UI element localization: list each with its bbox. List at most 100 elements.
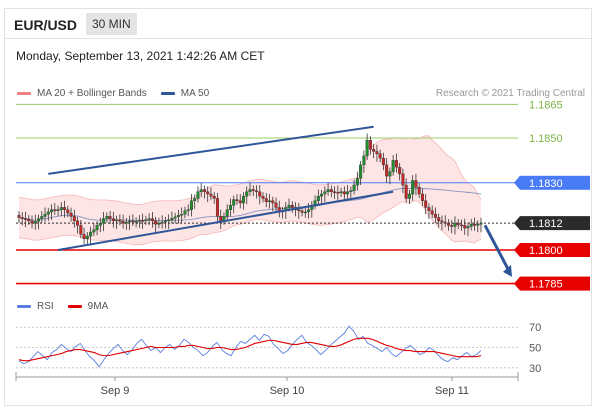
- legend-swatch-bollinger: [17, 92, 31, 95]
- candle-body: [251, 189, 255, 191]
- candle-body: [111, 218, 115, 222]
- currency-pair-title: EUR/USD: [14, 17, 78, 33]
- candle-body: [352, 184, 356, 191]
- level-label-tip-4: [514, 243, 520, 257]
- rsi-series-rsi: [18, 325, 482, 368]
- candle-body: [349, 190, 353, 192]
- level-label-box-4: [520, 243, 590, 257]
- candle-body: [150, 218, 154, 222]
- candle-body: [290, 204, 294, 208]
- candle-body: [245, 191, 249, 197]
- candle-body: [320, 193, 324, 197]
- candle-body: [446, 222, 450, 226]
- candle-body: [342, 191, 346, 195]
- level-label-4: 1.1800: [529, 245, 563, 257]
- legend-label-ma50: MA 50: [180, 88, 210, 99]
- candle-body: [232, 199, 236, 206]
- x-tick-label-0: Sep 9: [101, 385, 130, 397]
- candle-body: [69, 212, 73, 217]
- candle-body: [411, 180, 415, 195]
- candle-body: [375, 151, 379, 154]
- candle-body: [85, 235, 89, 239]
- channel-lower-line: [57, 190, 394, 251]
- legend-swatch-ma50: [160, 92, 175, 95]
- candle-body: [228, 204, 232, 210]
- candle-body: [440, 220, 444, 223]
- rsi-series-9ma: [18, 337, 482, 362]
- candle-body: [424, 200, 428, 208]
- candle-body: [391, 160, 395, 172]
- rsi-tick-label-0: 70: [529, 322, 541, 334]
- candle-body: [50, 209, 54, 213]
- candle-body: [365, 140, 369, 157]
- candle-body: [459, 224, 463, 227]
- candle-body: [359, 164, 363, 179]
- candle-body: [37, 218, 41, 222]
- legend-item-ma50: MA 50: [160, 88, 210, 99]
- level-label-1: 1.1850: [529, 133, 563, 145]
- candle-body: [427, 207, 431, 212]
- candle-body: [134, 221, 138, 223]
- candle-body: [437, 217, 441, 222]
- candle-body: [79, 225, 83, 235]
- candle-body: [398, 166, 402, 175]
- legend-label-rsi: RSI: [37, 301, 54, 312]
- candle-body: [417, 187, 421, 195]
- candle-body: [53, 209, 57, 211]
- candle-body: [261, 196, 265, 199]
- candle-body: [115, 219, 119, 222]
- candle-body: [144, 219, 148, 222]
- bollinger-lower-line: [18, 200, 482, 246]
- candle-body: [167, 219, 171, 222]
- legend-swatch-rsi: [17, 305, 31, 308]
- candle-body: [372, 148, 376, 152]
- ma50-line: [18, 187, 482, 221]
- legend-label-bollinger: MA 20 + Bollinger Bands: [37, 88, 147, 99]
- legend-label-9ma: 9MA: [87, 301, 109, 312]
- candle-body: [199, 189, 203, 192]
- timeframe-badge[interactable]: 30 MIN: [86, 13, 137, 35]
- candle-body: [264, 198, 268, 203]
- level-label-5: 1.1785: [529, 279, 563, 291]
- chart-datetime: Monday, September 13, 2021 1:42:26 AM CE…: [16, 49, 265, 63]
- candle-body: [258, 191, 262, 197]
- candle-body: [183, 210, 187, 215]
- main-legend: MA 20 + Bollinger Bands MA 50: [17, 88, 223, 99]
- candle-body: [287, 204, 291, 208]
- candle-body: [121, 221, 125, 224]
- candle-body: [63, 207, 67, 210]
- candle-body: [193, 198, 197, 201]
- candle-body: [346, 191, 350, 195]
- candle-body: [118, 219, 122, 222]
- candle-body: [202, 189, 206, 192]
- candle-body: [476, 224, 480, 226]
- candle-body: [303, 211, 307, 214]
- candle-body: [72, 216, 76, 222]
- candle-body: [180, 213, 184, 216]
- forecast-arrow-shaft: [483, 224, 511, 272]
- candle-body: [443, 221, 447, 224]
- candle-body: [407, 193, 411, 199]
- candle-body: [17, 215, 21, 218]
- candle-body: [82, 234, 86, 240]
- level-label-3: 1.1812: [529, 218, 563, 230]
- candle-body: [333, 191, 337, 193]
- candle-body: [381, 157, 385, 166]
- candle-body: [404, 184, 408, 199]
- research-credit: Research © 2021 Trading Central: [435, 88, 585, 99]
- channel-upper-line: [48, 125, 374, 175]
- bollinger-upper-line: [18, 135, 482, 205]
- candle-body: [368, 140, 372, 150]
- candle-body: [255, 190, 259, 192]
- candles-group: [17, 133, 483, 246]
- candle-body: [307, 209, 311, 213]
- candle-body: [40, 216, 44, 219]
- rsi-legend: RSI 9MA: [17, 301, 122, 312]
- candle-body: [271, 200, 275, 204]
- candle-body: [27, 218, 31, 222]
- candle-body: [189, 200, 193, 210]
- candle-body: [141, 220, 145, 222]
- candle-body: [472, 224, 476, 226]
- level-label-box-5: [520, 276, 590, 291]
